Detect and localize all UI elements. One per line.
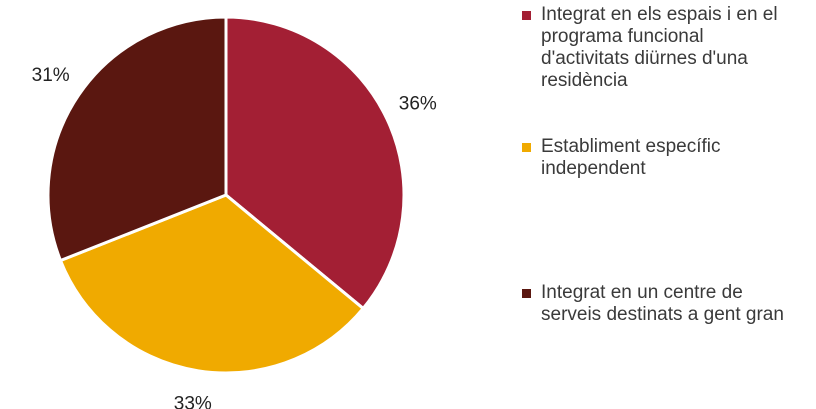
slice-centre-serveis	[46, 15, 228, 263]
legend-swatch-independent	[522, 143, 531, 152]
legend-label-residencia: Integrat en els espais i en el programa …	[541, 4, 778, 91]
legend-item-centre-serveis: Integrat en un centre de serveis destina…	[522, 282, 791, 326]
legend-label-independent: Establiment específic independent	[541, 136, 721, 179]
legend-swatch-centre-serveis	[522, 289, 531, 298]
pct-label-centre-serveis: 31%	[32, 65, 70, 86]
slice-independent	[59, 193, 365, 375]
pct-label-residencia: 36%	[399, 94, 437, 115]
legend-item-independent: Establiment específic independent	[522, 136, 791, 180]
legend-label-centre-serveis: Integrat en un centre de serveis destina…	[541, 282, 784, 325]
legend-item-residencia: Integrat en els espais i en el programa …	[522, 4, 791, 92]
pct-label-independent: 33%	[174, 393, 212, 409]
slice-residencia	[224, 15, 406, 310]
legend-swatch-residencia	[522, 11, 531, 20]
